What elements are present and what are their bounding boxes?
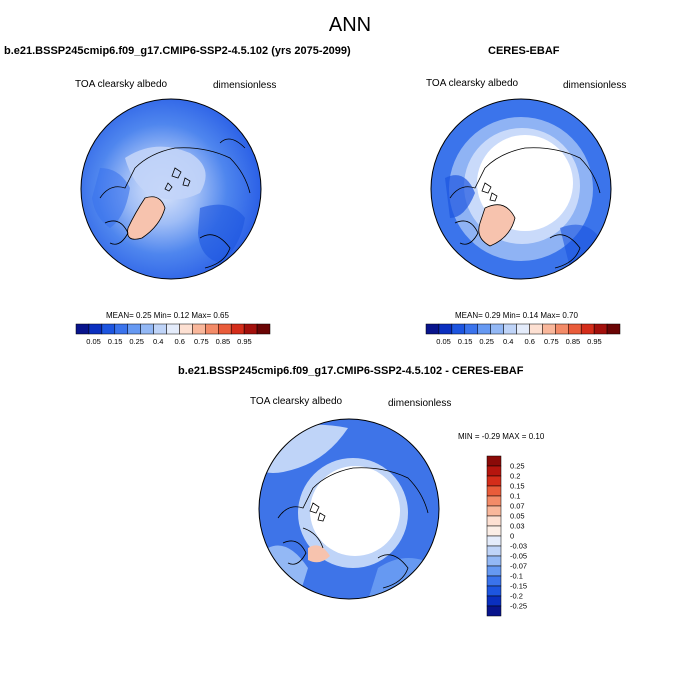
- panel2-colorbar-box: [438, 323, 453, 335]
- panel1-colorbar: 0.05 0.15 0.25 0.4 0.6 0.75 0.85 0.95: [75, 323, 271, 345]
- panel2-colorbar-box: [542, 323, 556, 335]
- panel1-colorbar-box: [140, 323, 154, 335]
- panel1-colorbar-box: [114, 323, 128, 335]
- panel2-colorbar-box: [529, 323, 543, 335]
- panel2-colorbar-box: [580, 323, 595, 335]
- panel3-colorbar-label: 0.07: [510, 502, 525, 511]
- panel3-case-title: b.e21.BSSP245cmip6.f09_g17.CMIP6-SSP2-4.…: [178, 365, 524, 377]
- panel2-colorbar-box: [516, 323, 530, 335]
- panel1-colorbar-box: [153, 323, 167, 335]
- panel3-colorbar-box: [486, 595, 502, 607]
- panel1-colorbar-box: [230, 323, 245, 335]
- panel3-colorbar-box: [486, 575, 502, 587]
- panel2-colorbar-box: [593, 323, 608, 335]
- panel3-colorbar-box: [486, 515, 502, 527]
- panel3-colorbar-label: -0.03: [510, 542, 527, 551]
- panel1-colorbar-label: 0.4: [153, 337, 163, 345]
- panel3-colorbar-box: [486, 485, 502, 497]
- panel2-colorbar-label: 0.4: [503, 337, 513, 345]
- panel1-stats: MEAN= 0.25 Min= 0.12 Max= 0.65: [106, 311, 229, 320]
- panel2-colorbar-label: 0.75: [544, 337, 559, 345]
- panel1-colorbar-box: [75, 323, 90, 335]
- panel1-colorbar-box: [88, 323, 103, 335]
- panel3-colorbar-box: [486, 545, 502, 557]
- panel2-colorbar-box: [606, 323, 621, 335]
- panel3-colorbar-label: 0.25: [510, 462, 525, 471]
- panel1-colorbar-label: 0.6: [175, 337, 185, 345]
- panel1-colorbar-label: 0.25: [129, 337, 144, 345]
- panel1-case-title: b.e21.BSSP245cmip6.f09_g17.CMIP6-SSP2-4.…: [4, 45, 351, 57]
- panel2-colorbar-box: [425, 323, 440, 335]
- panel1-colorbar-label: 0.95: [237, 337, 252, 345]
- panel1-colorbar-box: [218, 323, 232, 335]
- panel3-colorbar-box: [486, 555, 502, 567]
- panel3-colorbar-label: -0.2: [510, 592, 523, 601]
- panel3-colorbar-box: [486, 525, 502, 537]
- panel3-polar-map: [258, 418, 440, 600]
- panel2-colorbar-box: [490, 323, 504, 335]
- panel2-colorbar-box: [555, 323, 569, 335]
- panel1-colorbar-box: [127, 323, 141, 335]
- panel1-units-label: dimensionless: [213, 80, 277, 91]
- panel3-colorbar-label: -0.05: [510, 552, 527, 561]
- panel2-colorbar-box: [451, 323, 466, 335]
- panel1-colorbar-box: [243, 323, 258, 335]
- panel1-colorbar-box: [205, 323, 219, 335]
- panel2-units-label: dimensionless: [563, 80, 627, 91]
- panel2-colorbar-box: [477, 323, 491, 335]
- panel2-colorbar-label: 0.05: [436, 337, 451, 345]
- panel3-units-label: dimensionless: [388, 398, 452, 409]
- panel3-colorbar-label: 0.1: [510, 492, 520, 501]
- panel2-colorbar-label: 0.25: [479, 337, 494, 345]
- panel3-colorbar-box: [486, 585, 502, 597]
- panel3-colorbar-label: -0.07: [510, 562, 527, 571]
- panel3-colorbar-box: [486, 465, 502, 477]
- panel3-colorbar-label: 0.2: [510, 472, 520, 481]
- panel1-colorbar-label: 0.05: [86, 337, 101, 345]
- panel2-polar-map: [430, 98, 612, 280]
- panel3-stats: MIN = -0.29 MAX = 0.10: [458, 432, 545, 441]
- panel1-polar-map: [80, 98, 262, 280]
- page-title: ANN: [328, 14, 372, 36]
- panel1-colorbar-label: 0.15: [108, 337, 123, 345]
- panel3-variable-label: TOA clearsky albedo: [250, 396, 343, 407]
- panel2-variable-label: TOA clearsky albedo: [426, 78, 519, 89]
- panel3-colorbar-box: [486, 605, 502, 617]
- panel2-colorbar: 0.05 0.15 0.25 0.4 0.6 0.75 0.85 0.95: [425, 323, 621, 345]
- panel3-colorbar-label: 0: [510, 532, 514, 541]
- panel3-colorbar-label: -0.25: [510, 602, 527, 611]
- panel3-colorbar-box: [486, 455, 502, 467]
- panel2-colorbar-box: [568, 323, 582, 335]
- panel2-colorbar-label: 0.85: [566, 337, 581, 345]
- panel1-variable-label: TOA clearsky albedo: [75, 79, 168, 90]
- panel1-colorbar-label: 0.75: [194, 337, 209, 345]
- panel3-colorbar-box: [486, 565, 502, 577]
- panel1-colorbar-label: 0.85: [216, 337, 231, 345]
- panel2-colorbar-label: 0.95: [587, 337, 602, 345]
- panel3-colorbar-label: 0.05: [510, 512, 525, 521]
- panel1-colorbar-box: [101, 323, 116, 335]
- panel2-stats: MEAN= 0.29 Min= 0.14 Max= 0.70: [455, 311, 578, 320]
- panel3-colorbar-label: 0.03: [510, 522, 525, 531]
- panel1-colorbar-box: [166, 323, 180, 335]
- panel3-colorbar-box: [486, 505, 502, 517]
- panel2-case-title: CERES-EBAF: [488, 45, 560, 57]
- panel3-colorbar-box: [486, 475, 502, 487]
- panel1-colorbar-box: [179, 323, 193, 335]
- panel2-colorbar-box: [464, 323, 478, 335]
- panel2-colorbar-box: [503, 323, 517, 335]
- panel3-colorbar-box: [486, 535, 502, 547]
- panel2-colorbar-label: 0.6: [525, 337, 535, 345]
- panel1-colorbar-box: [256, 323, 271, 335]
- panel3-colorbar-label: -0.15: [510, 582, 527, 591]
- panel1-colorbar-box: [192, 323, 206, 335]
- panel2-colorbar-label: 0.15: [458, 337, 473, 345]
- panel3-colorbar-box: [486, 495, 502, 507]
- panel3-colorbar: 0.250.20.150.10.070.050.030-0.03-0.05-0.…: [486, 455, 527, 617]
- panel3-colorbar-label: -0.1: [510, 572, 523, 581]
- panel3-colorbar-label: 0.15: [510, 482, 525, 491]
